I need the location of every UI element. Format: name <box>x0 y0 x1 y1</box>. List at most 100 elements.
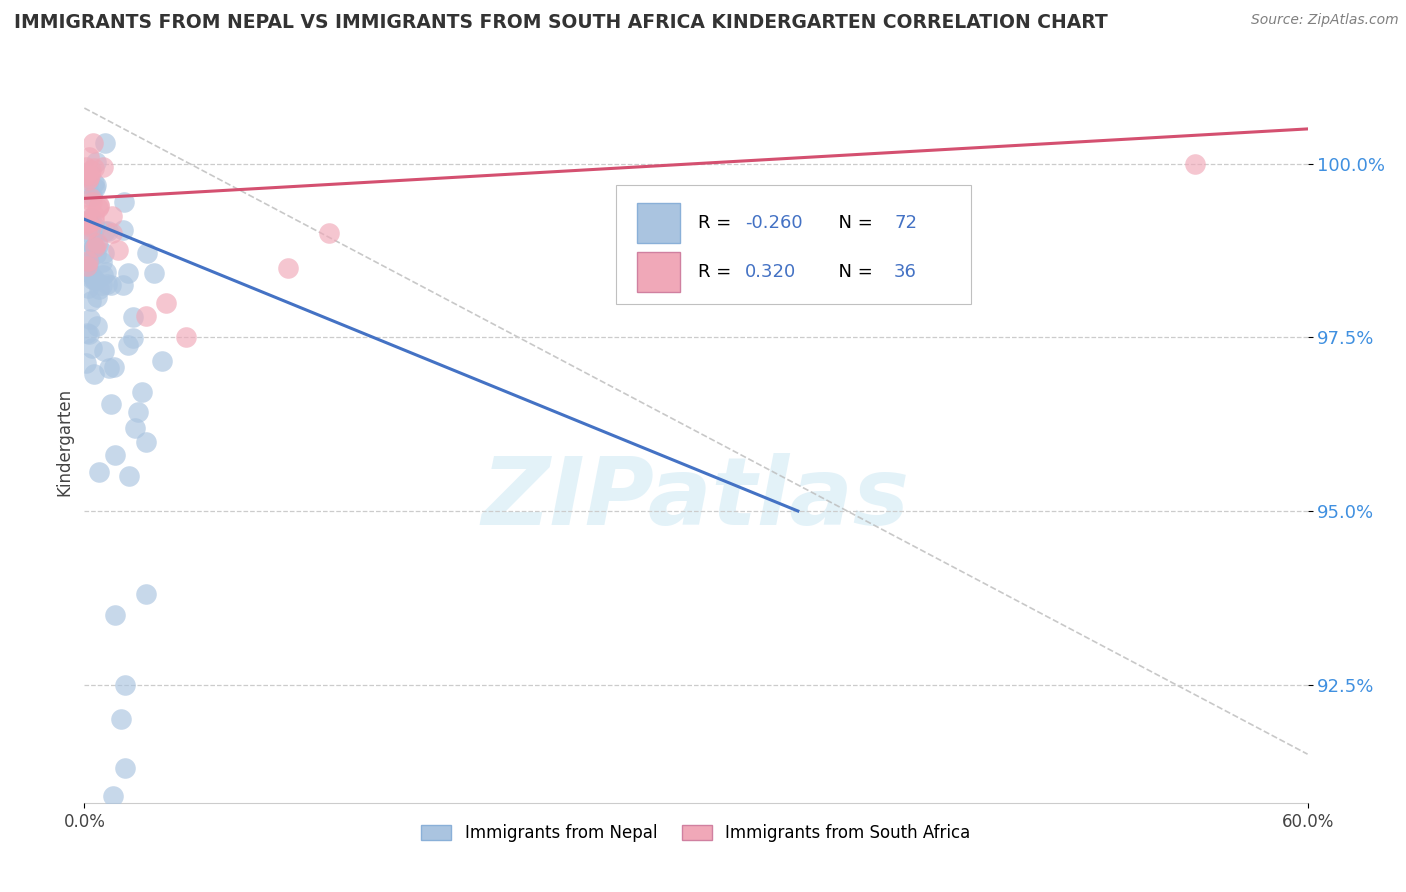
Point <box>98 361 121 376</box>
Point <box>86 178 108 192</box>
Point <box>83 181 105 195</box>
Point <box>84 247 107 261</box>
Point <box>135 434 157 449</box>
Point <box>80 219 103 234</box>
Point <box>80 195 103 210</box>
Point <box>76 222 98 236</box>
Point <box>135 246 157 260</box>
Point <box>75 166 97 180</box>
Point <box>79 211 101 226</box>
Point <box>79 266 101 280</box>
Point <box>135 310 157 324</box>
Point <box>89 198 111 212</box>
Point <box>77 170 100 185</box>
Legend: Immigrants from Nepal, Immigrants from South Africa: Immigrants from Nepal, Immigrants from S… <box>415 817 977 848</box>
Text: N =: N = <box>827 214 879 232</box>
Y-axis label: Kindergarten: Kindergarten <box>55 387 73 496</box>
Point <box>103 359 125 374</box>
Text: ZIPatlas: ZIPatlas <box>482 453 910 545</box>
Point <box>318 226 340 240</box>
Point <box>104 608 127 623</box>
Point <box>77 178 100 192</box>
Point <box>75 248 97 262</box>
Text: -0.260: -0.260 <box>745 214 803 232</box>
Text: N =: N = <box>827 263 879 281</box>
FancyBboxPatch shape <box>616 185 972 304</box>
Point <box>86 319 108 334</box>
Point <box>75 160 97 174</box>
Point <box>91 161 114 175</box>
Point <box>75 217 97 231</box>
Point <box>96 265 118 279</box>
Point <box>83 208 105 222</box>
Point <box>82 136 104 151</box>
Point <box>122 310 145 325</box>
Point <box>80 293 103 308</box>
Point <box>77 281 100 295</box>
Point <box>76 259 98 273</box>
Point <box>96 277 118 291</box>
Text: Source: ZipAtlas.com: Source: ZipAtlas.com <box>1251 13 1399 28</box>
Point <box>79 168 101 182</box>
Point <box>87 237 110 252</box>
Point <box>79 255 101 269</box>
Point <box>77 216 100 230</box>
Point <box>83 212 105 227</box>
Point <box>86 236 108 251</box>
Text: R =: R = <box>699 214 737 232</box>
Point <box>112 194 135 209</box>
Point <box>135 587 157 601</box>
FancyBboxPatch shape <box>637 252 681 292</box>
Point <box>122 331 145 345</box>
Point <box>80 188 103 202</box>
Point <box>83 367 105 381</box>
Point <box>131 385 153 400</box>
Point <box>111 223 134 237</box>
Point <box>104 449 127 463</box>
Point <box>114 678 136 692</box>
Point <box>80 271 103 285</box>
Point <box>86 290 108 304</box>
Point <box>101 209 124 223</box>
Text: IMMIGRANTS FROM NEPAL VS IMMIGRANTS FROM SOUTH AFRICA KINDERGARTEN CORRELATION C: IMMIGRANTS FROM NEPAL VS IMMIGRANTS FROM… <box>14 13 1108 32</box>
Point <box>155 295 177 310</box>
Point <box>79 312 101 326</box>
Point <box>76 261 98 276</box>
Point <box>118 469 141 483</box>
Point <box>77 173 100 187</box>
Point <box>75 213 97 227</box>
Point <box>83 161 105 175</box>
Point <box>89 282 111 296</box>
Point <box>80 190 103 204</box>
Point <box>77 327 100 342</box>
Point <box>91 268 114 283</box>
Point <box>76 326 98 341</box>
Point <box>77 150 100 164</box>
Point <box>83 176 105 190</box>
Point <box>110 713 132 727</box>
Point <box>150 354 173 368</box>
Point <box>84 273 107 287</box>
Text: 36: 36 <box>894 263 917 281</box>
Text: R =: R = <box>699 263 737 281</box>
Point <box>94 224 117 238</box>
Point <box>83 239 105 253</box>
Point <box>82 341 104 355</box>
Point <box>94 136 117 150</box>
Point <box>100 397 122 411</box>
Point <box>80 163 103 178</box>
Point <box>87 202 110 216</box>
Point <box>174 330 197 344</box>
Point <box>75 233 97 247</box>
Text: 0.320: 0.320 <box>745 263 796 281</box>
Point <box>87 199 110 213</box>
Point <box>93 245 115 260</box>
Point <box>77 253 100 268</box>
Point <box>91 255 114 269</box>
Point <box>124 420 146 434</box>
Text: 72: 72 <box>894 214 917 232</box>
Point <box>112 277 135 292</box>
Point <box>117 338 139 352</box>
Point <box>82 230 104 244</box>
Point <box>75 168 97 182</box>
